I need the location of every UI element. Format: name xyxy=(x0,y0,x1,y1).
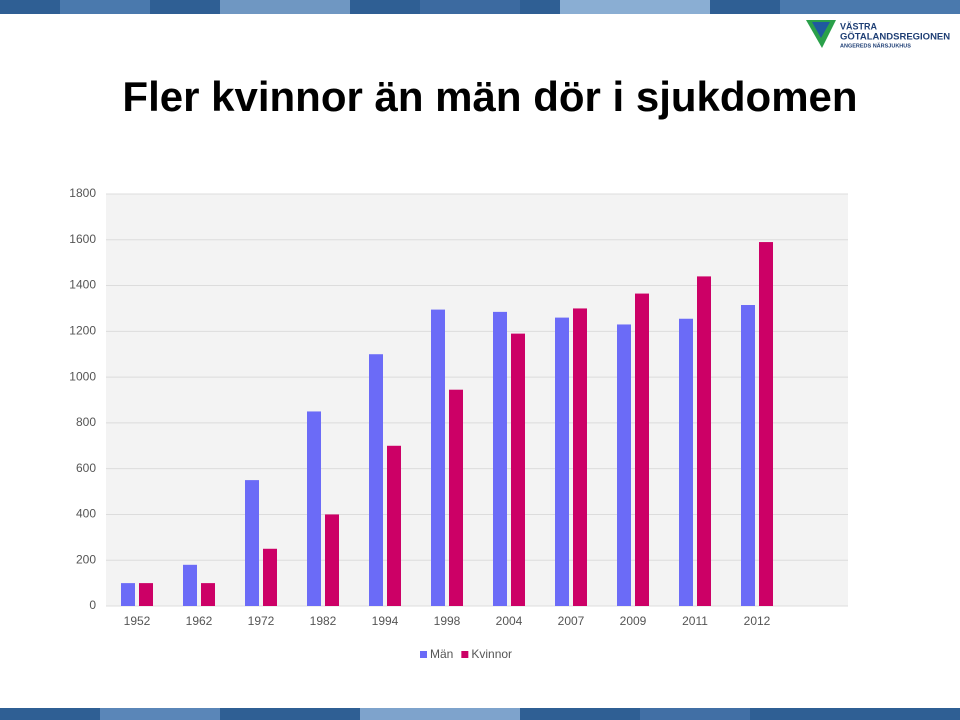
bar xyxy=(325,514,339,606)
legend-label: Kvinnor xyxy=(471,647,512,661)
y-tick-label: 200 xyxy=(76,552,96,566)
bar xyxy=(183,564,197,606)
y-tick-label: 800 xyxy=(76,415,96,429)
x-tick-label: 1982 xyxy=(310,614,337,628)
top-stripe xyxy=(0,0,960,14)
y-tick-label: 1800 xyxy=(69,186,96,200)
y-tick-label: 1200 xyxy=(69,324,96,338)
legend-label: Män xyxy=(430,647,453,661)
bar xyxy=(741,305,755,606)
y-tick-label: 1400 xyxy=(69,278,96,292)
y-tick-label: 0 xyxy=(89,598,96,612)
bar xyxy=(307,411,321,606)
logo: VÄSTRA GÖTALANDSREGIONEN ANGEREDS NÄRSJU… xyxy=(806,20,950,49)
logo-text: GÖTALANDSREGIONEN xyxy=(840,32,950,43)
bar xyxy=(201,583,215,606)
bottom-stripe xyxy=(0,708,960,720)
bar xyxy=(245,480,259,606)
x-tick-label: 2009 xyxy=(620,614,647,628)
x-tick-label: 1998 xyxy=(434,614,461,628)
logo-text: VÄSTRA xyxy=(840,21,878,31)
x-tick-label: 2011 xyxy=(682,614,708,628)
x-tick-label: 2007 xyxy=(558,614,585,628)
bar xyxy=(511,333,525,606)
y-tick-label: 1000 xyxy=(69,369,96,383)
bar xyxy=(635,293,649,606)
bar xyxy=(493,311,507,606)
bar xyxy=(263,548,277,606)
bar xyxy=(617,324,631,606)
x-tick-label: 1994 xyxy=(372,614,399,628)
bar xyxy=(555,317,569,606)
bar xyxy=(121,583,135,606)
chart-title: Fler kvinnor än män dör i sjukdomen xyxy=(122,73,857,120)
y-tick-label: 400 xyxy=(76,507,96,521)
legend-swatch xyxy=(461,651,469,658)
bar xyxy=(573,308,587,606)
bar xyxy=(387,445,401,606)
bar xyxy=(431,309,445,606)
plot-area xyxy=(106,194,848,606)
bar xyxy=(139,583,153,606)
x-tick-label: 1972 xyxy=(248,614,275,628)
bar xyxy=(679,318,693,606)
x-tick-label: 2004 xyxy=(496,614,523,628)
bar xyxy=(449,389,463,606)
bar xyxy=(697,276,711,606)
legend-swatch xyxy=(420,651,427,658)
y-tick-label: 1600 xyxy=(69,232,96,246)
logo-text: ANGEREDS NÄRSJUKHUS xyxy=(840,42,911,49)
x-tick-label: 2012 xyxy=(744,614,771,628)
y-tick-label: 600 xyxy=(76,461,96,475)
x-tick-label: 1952 xyxy=(124,614,151,628)
x-tick-label: 1962 xyxy=(186,614,213,628)
logo-icon-inner xyxy=(812,22,830,38)
bar xyxy=(369,354,383,606)
bar xyxy=(759,242,773,607)
